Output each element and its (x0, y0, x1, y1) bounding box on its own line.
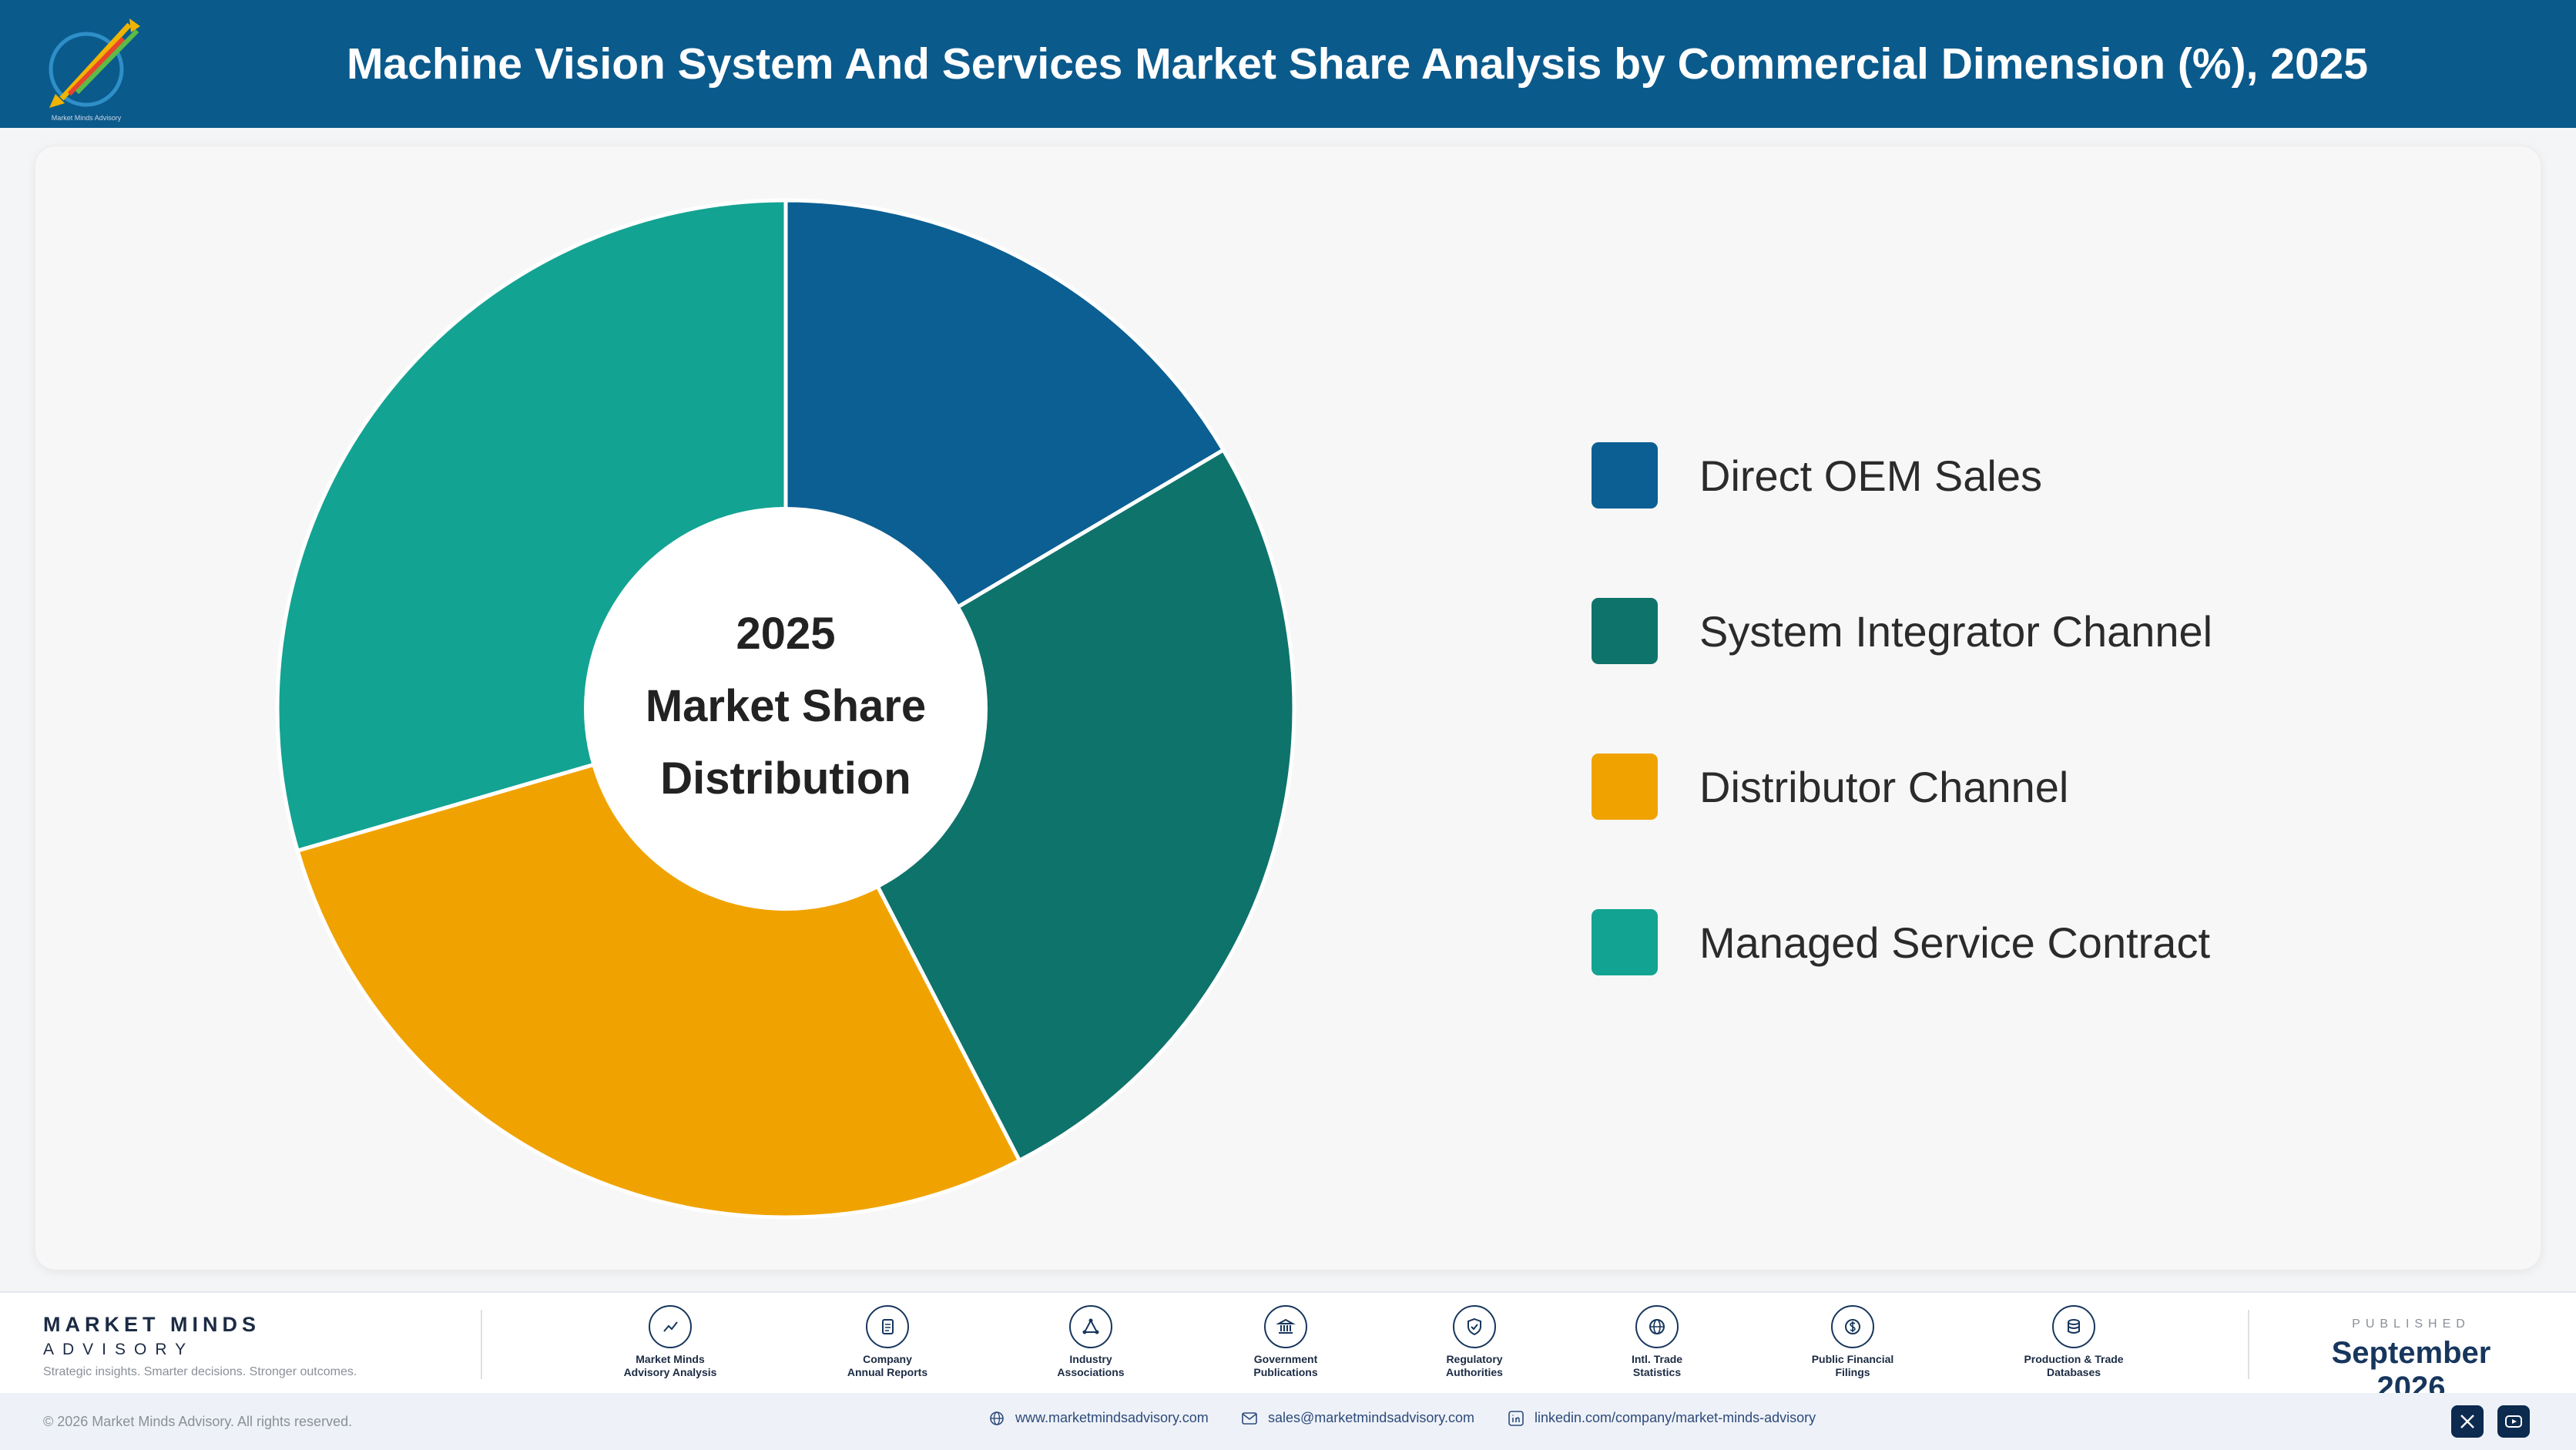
source-item: Market Minds Advisory Analysis (585, 1305, 755, 1379)
header-bar: Market Minds Advisory Machine Vision Sys… (0, 0, 2576, 128)
source-label: Industry Associations (1057, 1353, 1125, 1378)
source-label: Intl. Trade Statistics (1631, 1353, 1683, 1378)
source-label: Production & Trade Databases (2024, 1353, 2124, 1378)
brand-subtitle: ADVISORY (43, 1341, 195, 1358)
company-logo: Market Minds Advisory (49, 18, 140, 122)
divider (2248, 1310, 2249, 1379)
chart-card: 2025 Market Share Distribution Direct OE… (35, 146, 2541, 1270)
website-text: www.marketmindsadvisory.com (1015, 1410, 1209, 1425)
legend-swatch (1592, 754, 1658, 820)
source-item: Government Publications (1201, 1305, 1370, 1379)
bottom-bar: © 2026 Market Minds Advisory. All rights… (0, 1393, 2576, 1450)
legend-item: Distributor Channel (1592, 754, 2068, 820)
government-building-icon (1264, 1305, 1307, 1348)
source-label: Company Annual Reports (847, 1353, 928, 1378)
email-link[interactable]: sales@marketmindsadvisory.com (1242, 1410, 1474, 1426)
globe-icon (1635, 1305, 1679, 1348)
center-label-subtitle: Distribution (660, 754, 911, 804)
youtube-social-button[interactable] (2497, 1405, 2530, 1438)
brand-name: MARKET MINDS (43, 1313, 260, 1336)
source-label: Public Financial Filings (1811, 1353, 1894, 1378)
website-link[interactable]: www.marketmindsadvisory.com (989, 1410, 1209, 1426)
legend-label: System Integrator Channel (1699, 606, 2213, 656)
copyright-text: © 2026 Market Minds Advisory. All rights… (43, 1414, 353, 1429)
email-text: sales@marketmindsadvisory.com (1268, 1410, 1475, 1425)
shield-check-icon (1453, 1305, 1496, 1348)
source-item: Production & Trade Databases (1989, 1305, 2158, 1379)
donut-hole (584, 507, 988, 911)
legend-label: Managed Service Contract (1699, 918, 2211, 967)
source-label: Regulatory Authorities (1446, 1353, 1503, 1378)
legend-swatch (1592, 909, 1658, 975)
source-item: Intl. Trade Statistics (1572, 1305, 1742, 1379)
pie-slice-system-integrator-channel (783, 447, 1296, 1163)
source-item: Industry Associations (1006, 1305, 1176, 1379)
legend-label: Direct OEM Sales (1699, 451, 2042, 500)
source-item: Public Financial Filings (1768, 1305, 1937, 1379)
x-social-button[interactable] (2451, 1405, 2484, 1438)
legend-swatch (1592, 598, 1658, 664)
source-label: Market Minds Advisory Analysis (623, 1353, 717, 1378)
brand-tagline: Strategic insights. Smarter decisions. S… (43, 1365, 357, 1378)
legend-swatch (1592, 442, 1658, 509)
globe-icon (990, 1411, 1004, 1425)
logo-caption: Market Minds Advisory (52, 114, 122, 122)
document-icon (866, 1305, 909, 1348)
currency-coin-icon (1831, 1305, 1874, 1348)
video-play-icon (2505, 1415, 2522, 1428)
legend-label: Distributor Channel (1699, 762, 2069, 811)
donut-chart: 2025 Market Share Distribution (275, 198, 1296, 1220)
footer: MARKET MINDS ADVISORY Strategic insights… (0, 1291, 2576, 1405)
legend-item: Managed Service Contract (1592, 909, 2210, 975)
linkedin-icon (1508, 1410, 1524, 1426)
legend-item: System Integrator Channel (1592, 598, 2212, 664)
linkedin-text: linkedin.com/company/market-minds-adviso… (1535, 1410, 1816, 1425)
legend-item: Direct OEM Sales (1592, 442, 2042, 509)
page-title: Machine Vision System And Services Marke… (346, 39, 2369, 89)
source-item: Regulatory Authorities (1390, 1305, 1559, 1379)
linkedin-link[interactable]: linkedin.com/company/market-minds-adviso… (1508, 1410, 1816, 1426)
divider (481, 1310, 482, 1379)
network-icon (1069, 1305, 1112, 1348)
center-label-title: Market Share (646, 681, 926, 731)
x-logo-icon (2460, 1415, 2474, 1428)
center-label-year: 2025 (736, 609, 835, 659)
mail-icon (1242, 1411, 1257, 1425)
database-icon (2052, 1305, 2095, 1348)
source-item: Company Annual Reports (803, 1305, 972, 1379)
chart-line-icon (649, 1305, 692, 1348)
source-label: Government Publications (1253, 1353, 1318, 1378)
